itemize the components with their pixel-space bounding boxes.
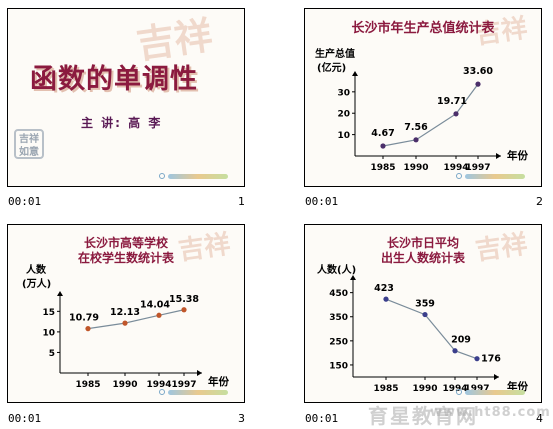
- x-tick-label: 1990: [112, 380, 137, 390]
- chart-title: 长沙市年生产总值统计表: [351, 21, 495, 36]
- y-axis-title: 人数: [26, 263, 47, 276]
- footer-logo: [465, 174, 525, 179]
- data-label: 209: [451, 335, 471, 346]
- y-tick-label: 250: [329, 337, 348, 347]
- x-axis-arrow: [494, 374, 499, 380]
- slide-number-1: 1: [238, 195, 245, 208]
- x-tick-label: 1997: [171, 380, 196, 390]
- x-tick-label: 1985: [373, 384, 398, 394]
- data-label: 4.67: [371, 128, 394, 139]
- x-tick-label: 1990: [403, 163, 428, 173]
- x-tick-label: 1985: [370, 163, 395, 173]
- y-axis-arrow: [350, 275, 356, 280]
- data-point: [181, 307, 187, 313]
- data-label: 14.04: [140, 299, 170, 310]
- watermark-text: 育星教育网: [368, 404, 478, 428]
- watermark-url: www.ht88.com: [430, 405, 551, 420]
- data-label: 7.56: [404, 122, 428, 133]
- data-point: [453, 111, 459, 117]
- footer-dot-icon: [159, 173, 165, 179]
- y-axis-title: (亿元): [317, 61, 346, 74]
- y-axis-arrow: [57, 291, 63, 296]
- x-tick-label: 1997: [464, 384, 489, 394]
- data-label: 423: [374, 283, 394, 294]
- footer-logo: [465, 390, 525, 395]
- slide-time-2: 00:01: [305, 195, 339, 208]
- footer-dot-icon: [456, 389, 462, 395]
- data-label: 33.60: [463, 66, 493, 77]
- chart-title-line-1: 长沙市高等学校: [83, 236, 168, 250]
- presentation-title: 函数的单调性: [30, 64, 198, 95]
- chart-title-line-1: 长沙市日平均: [386, 236, 459, 250]
- y-axis-title: (万人): [22, 277, 51, 290]
- x-axis-title: 年份: [507, 380, 528, 393]
- y-axis-title: 生产总值: [315, 47, 355, 60]
- x-tick-label: 1994: [442, 384, 467, 394]
- data-point: [85, 326, 91, 332]
- series-line: [385, 298, 478, 360]
- data-label: 12.13: [110, 307, 140, 318]
- y-tick-label: 10: [42, 328, 55, 338]
- x-tick-label: 1994: [443, 163, 468, 173]
- x-axis-title: 年份: [208, 375, 229, 388]
- y-tick-label: 15: [42, 308, 55, 318]
- student-count-chart: 5 10 15 1985 1990 1994 1997 10.79 12.1314.0415.3…: [22, 263, 229, 390]
- data-point: [156, 312, 162, 318]
- y-tick-label: 150: [329, 361, 348, 371]
- x-axis-title: 年份: [507, 149, 528, 162]
- slide-time-4: 00:01: [305, 412, 339, 425]
- x-axis-arrow: [197, 370, 202, 376]
- data-label: 19.71: [437, 96, 467, 107]
- x-tick-label: 1990: [412, 384, 437, 394]
- y-tick-label: 450: [329, 289, 348, 299]
- slide-thumbnail-3[interactable]: 吉祥 长沙市高等学校 在校学生数统计表 5 10 15 1985 1990 1994 199…: [7, 224, 245, 403]
- slide-number-4: 4: [536, 412, 543, 425]
- data-label: 359: [415, 299, 435, 310]
- y-axis-arrow: [352, 71, 358, 76]
- series-line: [382, 83, 479, 147]
- x-axis-arrow: [496, 153, 501, 159]
- x-tick-label: 1997: [465, 163, 490, 173]
- slide-thumbnail-1[interactable]: 吉祥 函数的单调性 主 讲: 高 李 吉祥如意: [7, 8, 245, 187]
- series-line: [87, 309, 185, 330]
- footer-logo: [168, 390, 228, 395]
- slide-number-2: 2: [536, 195, 543, 208]
- data-point: [422, 311, 428, 318]
- slide-number-3: 3: [238, 412, 245, 425]
- data-label: 176: [481, 354, 501, 365]
- footer-dot-icon: [456, 173, 462, 179]
- y-tick-label: 350: [329, 313, 348, 323]
- data-point: [413, 137, 419, 143]
- stamp-logo: 吉祥如意: [14, 129, 44, 159]
- data-point: [474, 356, 480, 362]
- slide-time-3: 00:01: [8, 412, 42, 425]
- data-point: [452, 348, 458, 354]
- x-tick-label: 1985: [75, 380, 100, 390]
- slide-time-1: 00:01: [8, 195, 42, 208]
- chart-title-line-2: 出生人数统计表: [380, 251, 465, 265]
- y-tick-label: 10: [337, 131, 350, 141]
- y-tick-label: 20: [337, 110, 350, 120]
- x-tick-label: 1994: [146, 380, 171, 390]
- data-label: 10.79: [69, 313, 99, 324]
- author-line: 主 讲: 高 李: [81, 116, 163, 130]
- footer-logo: [168, 174, 228, 179]
- data-point: [122, 320, 128, 326]
- chart-title-line-2: 在校学生数统计表: [77, 251, 174, 265]
- y-tick-label: 5: [49, 349, 55, 359]
- data-label: 15.38: [169, 294, 199, 305]
- data-point: [380, 143, 386, 149]
- footer-dot-icon: [159, 389, 165, 395]
- data-point: [383, 296, 389, 302]
- y-tick-label: 30: [337, 88, 350, 98]
- slide-thumbnail-4[interactable]: 吉祥 长沙市日平均 出生人数统计表 150 250 350 450 1985 1990 19…: [304, 224, 542, 403]
- y-axis-title: 人数(人): [317, 263, 356, 276]
- slide-thumbnail-2[interactable]: 吉祥 长沙市年生产总值统计表 10 20 30 1985 1990 1994 1997 4.6…: [304, 8, 542, 187]
- data-point: [475, 81, 481, 87]
